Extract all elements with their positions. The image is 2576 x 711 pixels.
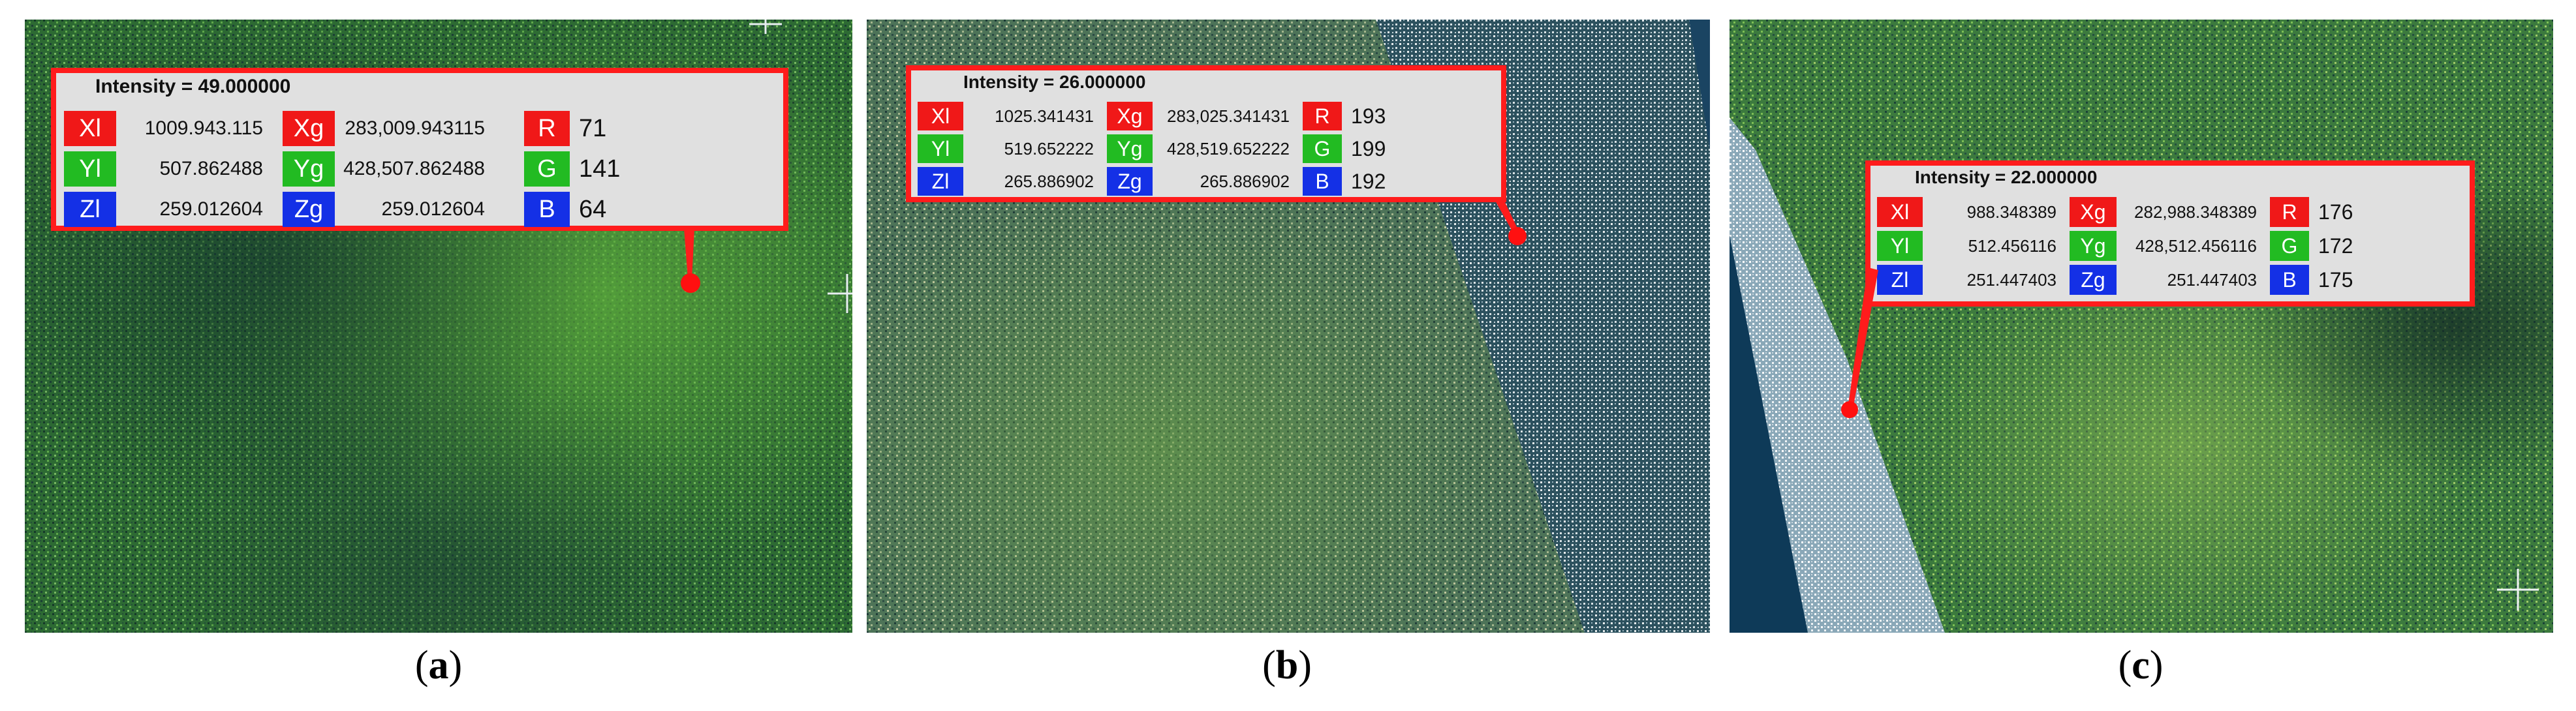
xg-value: 283,025.341431: [1167, 106, 1290, 126]
xl-value: 1025.341431: [995, 106, 1094, 126]
r-value: 71: [579, 114, 607, 142]
point-info-callout: Intensity = 22.000000 Xl 988.348389 Xg 2…: [1865, 160, 2475, 307]
xl-value: 1009.943.115: [144, 117, 263, 139]
yg-tag: Yg: [283, 151, 335, 187]
xg-tag: Xg: [2070, 197, 2117, 227]
r-tag: R: [1303, 102, 1342, 130]
zg-tag: Zg: [283, 192, 335, 227]
yl-value: 512.456116: [1968, 235, 2056, 256]
zg-tag: Zg: [2070, 265, 2117, 295]
intensity-label: Intensity = 49.000000: [95, 76, 291, 97]
yg-tag: Yg: [2070, 231, 2117, 261]
xg-tag: Xg: [283, 111, 335, 146]
yl-tag: Yl: [1877, 231, 1923, 261]
xl-tag: Xl: [1877, 197, 1923, 227]
zl-tag: Zl: [64, 192, 116, 227]
xl-tag: Xl: [64, 111, 116, 146]
b-tag: B: [524, 192, 570, 227]
zg-value: 265.886902: [1200, 171, 1290, 191]
g-tag: G: [2270, 231, 2309, 261]
caption-c: (c): [2118, 643, 2164, 688]
yg-value: 428,507.862488: [343, 158, 485, 179]
xg-value: 282,988.348389: [2134, 202, 2257, 222]
b-value: 64: [579, 195, 607, 223]
g-value: 199: [1351, 136, 1386, 160]
coordinate-table: Xl 988.348389 Xg 282,988.348389 R 176 Yl…: [1877, 196, 2464, 296]
zl-tag: Zl: [1877, 265, 1923, 295]
coordinate-table: Xl 1009.943.115 Xg 283,009.943115 R 71 Y…: [64, 110, 775, 228]
intensity-label: Intensity = 26.000000: [963, 72, 1146, 92]
coordinate-table: Xl 1025.341431 Xg 283,025.341431 R 193 Y…: [918, 100, 1498, 197]
xl-value: 988.348389: [1966, 202, 2056, 222]
g-value: 172: [2318, 234, 2353, 258]
g-tag: G: [524, 151, 570, 187]
yg-value: 428,512.456116: [2135, 235, 2257, 256]
point-cloud-render-c: [1730, 20, 2553, 633]
point-cloud-viewport-a[interactable]: Intensity = 49.000000 Xl 1009.943.115 Xg…: [25, 20, 852, 633]
r-value: 176: [2318, 200, 2353, 224]
b-tag: B: [2270, 265, 2309, 295]
zg-value: 251.447403: [2167, 269, 2257, 290]
zl-value: 259.012604: [159, 198, 264, 220]
r-tag: R: [2270, 197, 2309, 227]
g-tag: G: [1303, 134, 1342, 163]
xg-tag: Xg: [1107, 102, 1153, 130]
b-tag: B: [1303, 167, 1342, 196]
point-info-callout: Intensity = 49.000000 Xl 1009.943.115 Xg…: [51, 68, 788, 231]
yg-tag: Yg: [1107, 134, 1153, 163]
zg-tag: Zg: [1107, 167, 1153, 196]
yl-value: 519.652222: [1004, 138, 1094, 159]
zl-tag: Zl: [918, 167, 963, 196]
yl-value: 507.862488: [159, 158, 264, 179]
yl-tag: Yl: [64, 151, 116, 187]
b-value: 192: [1351, 169, 1386, 193]
intensity-label: Intensity = 22.000000: [1915, 167, 2098, 187]
xl-tag: Xl: [918, 102, 963, 130]
r-value: 193: [1351, 104, 1386, 128]
b-value: 175: [2318, 267, 2353, 292]
r-tag: R: [524, 111, 570, 146]
point-cloud-viewport-b[interactable]: Intensity = 26.000000 Xl 1025.341431 Xg …: [867, 20, 1710, 633]
caption-b: (b): [1262, 643, 1312, 688]
caption-a: (a): [414, 643, 463, 688]
point-info-callout: Intensity = 26.000000 Xl 1025.341431 Xg …: [906, 65, 1506, 202]
yl-tag: Yl: [918, 134, 963, 163]
g-value: 141: [579, 155, 621, 183]
yg-value: 428,519.652222: [1167, 138, 1290, 159]
zl-value: 251.447403: [1966, 269, 2056, 290]
zg-value: 259.012604: [381, 198, 486, 220]
point-cloud-viewport-c[interactable]: Intensity = 22.000000 Xl 988.348389 Xg 2…: [1730, 20, 2553, 633]
xg-value: 283,009.943115: [345, 117, 485, 139]
zl-value: 265.886902: [1004, 171, 1094, 191]
